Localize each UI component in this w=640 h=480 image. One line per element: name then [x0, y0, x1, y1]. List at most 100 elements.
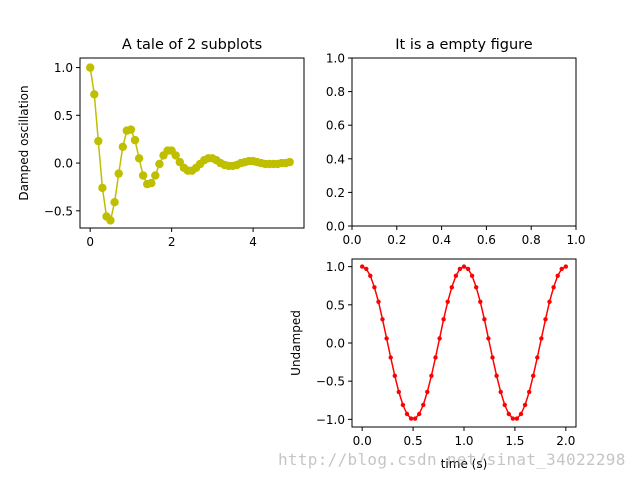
undamped-data-point: [433, 355, 438, 360]
undamped-data-point: [490, 355, 495, 360]
damped-data-point: [171, 151, 180, 160]
damped-y-tick-label: 0.0: [54, 157, 73, 171]
undamped-data-point: [404, 411, 410, 417]
damped-data-point: [147, 178, 156, 188]
undamped-data-point: [396, 389, 401, 395]
undamped-data-point: [486, 336, 491, 341]
empty-x-tick-label: 0.4: [432, 233, 451, 247]
undamped-data-point: [384, 336, 389, 341]
undamped-x-tick-label: 1.0: [454, 434, 473, 448]
undamped-data-point: [368, 273, 373, 278]
undamped-data-point: [400, 402, 406, 408]
empty-title: It is a empty figure: [395, 37, 533, 53]
damped-title: A tale of 2 subplots: [122, 37, 262, 53]
undamped-y-tick-label: −0.5: [316, 375, 345, 389]
damped-data-point: [106, 216, 115, 225]
empty-x-tick-label: 0.6: [477, 233, 496, 247]
undamped-data-point: [421, 402, 426, 408]
undamped-data-point: [425, 389, 430, 395]
undamped-data-point: [437, 336, 442, 341]
undamped-data-point: [498, 389, 503, 395]
damped-data-point: [134, 154, 144, 163]
empty-figure-subplot: 0.0 0.2 0.4 0.6 0.8 1.0 0.0 0.2 0.4 0.6 0.8 1.0 It i…: [326, 37, 586, 247]
undamped-y-tick-label: 0.5: [326, 298, 345, 312]
damped-data-point: [138, 171, 148, 180]
damped-data-point: [155, 159, 164, 169]
undamped-data-point: [563, 264, 568, 269]
damped-y-tick-label: 0.5: [54, 109, 73, 123]
undamped-data-point: [441, 317, 446, 322]
undamped-data-point: [478, 299, 483, 304]
undamped-data-point: [502, 402, 507, 408]
empty-y-tick-label: 1.0: [326, 52, 345, 66]
undamped-subplot: 0.0 0.5 1.0 1.5 2.0 −1.0 −0.5 0.0 0.5 1.0 Undamped…: [289, 258, 577, 471]
damped-data-point: [86, 63, 95, 72]
undamped-data-point: [461, 264, 467, 269]
damped-data-point: [151, 171, 160, 180]
undamped-data-point: [522, 402, 528, 408]
undamped-data-point: [465, 266, 471, 272]
undamped-data-point: [364, 266, 369, 272]
undamped-y-tick-label: 1.0: [326, 260, 345, 274]
undamped-x-axis-label: time (s): [441, 457, 488, 471]
undamped-data-point: [392, 373, 397, 378]
damped-axes-frame: [79, 57, 305, 229]
undamped-data-point: [514, 416, 520, 421]
damped-data-point: [90, 90, 99, 99]
damped-data-point: [285, 157, 294, 167]
undamped-data-point: [417, 411, 422, 417]
empty-y-tick-label: 0.4: [326, 152, 345, 166]
damped-x-tick-label: 2: [168, 235, 176, 249]
undamped-data-point: [527, 389, 532, 395]
damped-data-point: [118, 142, 128, 151]
undamped-data-point: [510, 416, 516, 421]
undamped-data-point: [547, 299, 552, 304]
undamped-data-point: [360, 264, 365, 269]
undamped-data-point: [453, 273, 459, 278]
undamped-x-tick-label: 1.5: [505, 434, 524, 448]
empty-y-tick-label: 0.6: [326, 119, 345, 133]
damped-data-point: [114, 169, 123, 178]
undamped-data-point: [445, 299, 450, 304]
empty-y-tick-label: 0.2: [326, 186, 345, 200]
undamped-data-point: [551, 285, 556, 290]
empty-x-tick-label: 0.2: [387, 233, 406, 247]
undamped-series-line: [361, 265, 567, 420]
damped-y-tick-label: 1.0: [54, 61, 73, 75]
undamped-x-tick-label: 0.5: [404, 434, 423, 448]
undamped-data-point: [559, 266, 564, 272]
undamped-data-point: [494, 373, 499, 378]
damped-oscillation-subplot: 0 2 4 −0.5 0.0 0.5 1.0 A tale of 2 subplots Damp…: [17, 37, 305, 249]
damped-data-point: [110, 198, 119, 207]
undamped-x-tick-label: 0.0: [353, 434, 372, 448]
undamped-data-point: [555, 273, 560, 278]
damped-data-point: [130, 135, 140, 145]
undamped-data-point: [429, 373, 434, 378]
damped-x-tick-label: 4: [249, 235, 257, 249]
undamped-data-point: [539, 336, 544, 341]
undamped-y-axis-label: Undamped: [289, 310, 303, 376]
empty-axes-frame: [351, 57, 577, 227]
undamped-y-tick-label: −1.0: [316, 413, 345, 427]
undamped-data-point: [474, 285, 479, 290]
undamped-data-point: [408, 416, 414, 421]
undamped-data-point: [543, 317, 548, 322]
damped-y-tick-label: −0.5: [44, 204, 73, 218]
undamped-data-point: [518, 411, 524, 417]
damped-data-point: [126, 125, 136, 134]
undamped-data-point: [457, 266, 463, 272]
undamped-axes-frame: [351, 258, 577, 428]
empty-x-tick-label: 0.8: [522, 233, 541, 247]
undamped-data-point: [380, 317, 385, 322]
empty-y-tick-label: 0.8: [326, 85, 345, 99]
undamped-data-point: [506, 411, 511, 417]
damped-data-point: [94, 136, 103, 146]
undamped-data-point: [412, 416, 418, 421]
undamped-data-point: [482, 317, 487, 322]
damped-data-point: [98, 183, 107, 193]
undamped-y-tick-label: 0.0: [326, 337, 345, 351]
undamped-data-point: [469, 273, 475, 278]
watermark-url: http://blog.csdn.net/sinat_34022298: [278, 450, 626, 469]
empty-x-tick-label: 0.0: [342, 233, 361, 247]
